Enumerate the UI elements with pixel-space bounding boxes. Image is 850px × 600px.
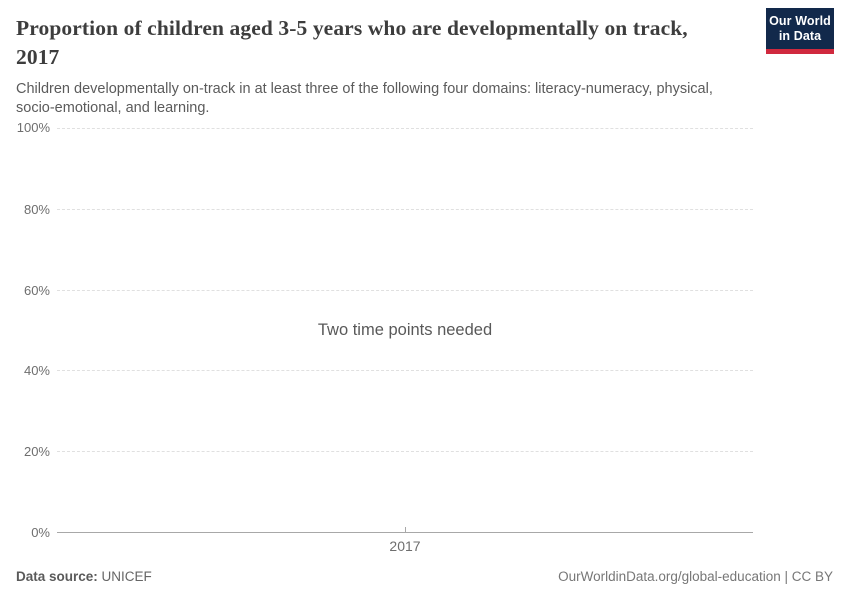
gridline-100 bbox=[57, 128, 753, 129]
data-source-label: Data source: bbox=[16, 569, 98, 584]
y-axis-tick-100: 100% bbox=[16, 120, 50, 135]
data-source: Data source: UNICEF bbox=[16, 569, 152, 584]
y-axis-tick-0: 0% bbox=[31, 525, 50, 540]
attribution-link[interactable]: OurWorldinData.org/global-education | CC… bbox=[558, 569, 833, 584]
y-axis-tick-80: 80% bbox=[23, 202, 50, 217]
owid-logo[interactable]: Our World in Data bbox=[766, 8, 834, 54]
gridline-60 bbox=[57, 290, 753, 291]
gridline-40 bbox=[57, 370, 753, 371]
page-title: Proportion of children aged 3-5 years wh… bbox=[16, 16, 688, 69]
empty-state-message: Two time points needed bbox=[317, 321, 493, 339]
gridline-80 bbox=[57, 209, 753, 210]
y-axis-tick-20: 20% bbox=[23, 444, 50, 459]
x-axis-tick-mark bbox=[405, 527, 406, 532]
y-axis-tick-40: 40% bbox=[23, 363, 50, 378]
chart-subtitle: Children developmentally on-track in at … bbox=[16, 81, 713, 116]
plot-area bbox=[57, 128, 753, 533]
data-source-value: UNICEF bbox=[101, 569, 152, 584]
owid-logo-line1: Our World bbox=[769, 14, 831, 28]
gridline-20 bbox=[57, 451, 753, 452]
owid-logo-line2: in Data bbox=[778, 29, 822, 43]
x-axis-line bbox=[57, 532, 753, 533]
x-axis-tick-2017: 2017 bbox=[389, 538, 421, 554]
y-axis-tick-60: 60% bbox=[23, 283, 50, 298]
header: Proportion of children aged 3-5 years wh… bbox=[16, 14, 731, 118]
